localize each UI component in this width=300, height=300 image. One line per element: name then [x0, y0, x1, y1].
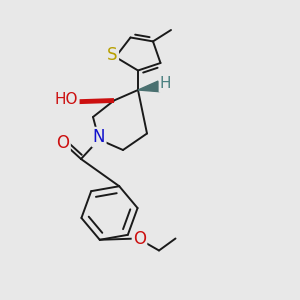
Text: HO: HO — [55, 92, 78, 106]
Text: H: H — [160, 76, 171, 92]
Polygon shape — [138, 81, 160, 92]
Text: S: S — [107, 46, 118, 64]
Text: O: O — [133, 230, 146, 247]
Text: O: O — [56, 134, 70, 152]
Text: N: N — [93, 128, 105, 146]
